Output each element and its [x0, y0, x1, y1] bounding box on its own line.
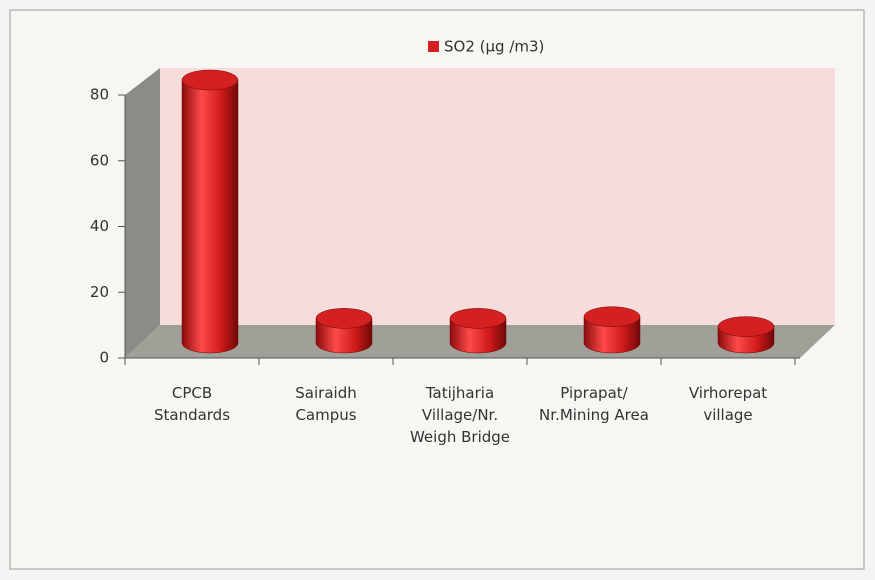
y-tick-label: 40 — [90, 217, 109, 235]
bar-top — [181, 69, 239, 91]
y-tick-label: 80 — [90, 86, 109, 104]
bar-top — [583, 306, 641, 327]
x-tick-label: CPCB Standards — [153, 384, 231, 424]
back-wall — [160, 68, 835, 325]
bar-top — [717, 316, 775, 337]
bar-top — [449, 308, 507, 329]
side-wall — [125, 68, 160, 358]
legend-label: SO2 (µg /m3) — [444, 38, 544, 56]
x-tick-label: Piprapat/ Nr.Mining Area — [539, 384, 649, 424]
x-tick-label: Sairaidh Campus — [295, 384, 357, 424]
x-tick-label: Tatijharia Village/Nr. Weigh Bridge — [409, 384, 511, 446]
y-tick-label: 60 — [90, 151, 109, 169]
x-tick-label: Virhorepat village — [688, 384, 768, 424]
bar — [583, 316, 641, 354]
bar — [181, 79, 239, 354]
legend-swatch — [428, 41, 439, 52]
y-tick-label: 0 — [99, 349, 109, 367]
bar-top — [315, 308, 373, 329]
y-tick-label: 20 — [90, 283, 109, 301]
